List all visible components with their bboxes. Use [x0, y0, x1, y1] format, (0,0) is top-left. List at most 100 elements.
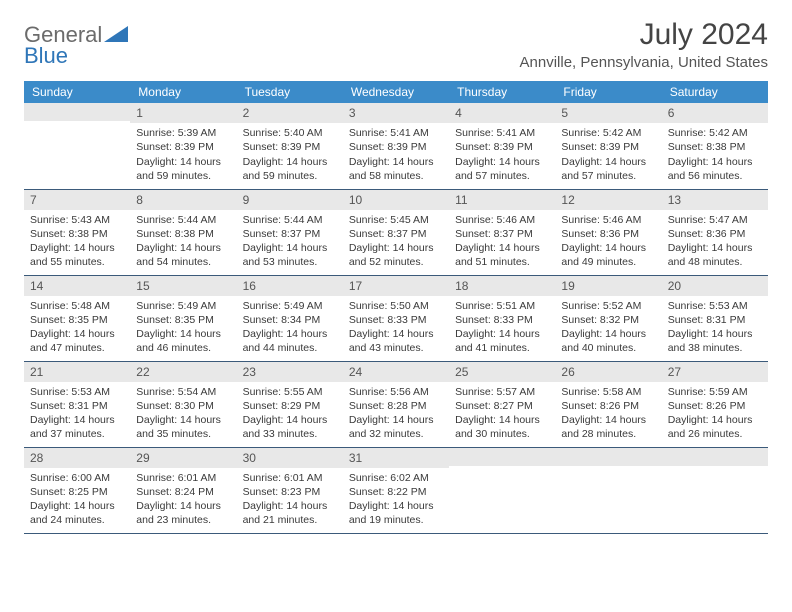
calendar-week-row: 1Sunrise: 5:39 AMSunset: 8:39 PMDaylight…	[24, 103, 768, 189]
sunrise-text: Sunrise: 5:46 AM	[561, 213, 655, 227]
day-number: 4	[449, 103, 555, 123]
day-content: Sunrise: 6:01 AMSunset: 8:24 PMDaylight:…	[130, 468, 236, 532]
day-header: Saturday	[662, 81, 768, 103]
daylight-text: Daylight: 14 hours and 51 minutes.	[455, 241, 549, 269]
sunset-text: Sunset: 8:22 PM	[349, 485, 443, 499]
day-content: Sunrise: 5:54 AMSunset: 8:30 PMDaylight:…	[130, 382, 236, 446]
logo-triangle-icon	[104, 24, 128, 49]
month-title: July 2024	[520, 18, 768, 52]
calendar-day-cell: 3Sunrise: 5:41 AMSunset: 8:39 PMDaylight…	[343, 103, 449, 189]
sunset-text: Sunset: 8:35 PM	[30, 313, 124, 327]
calendar-day-cell: 23Sunrise: 5:55 AMSunset: 8:29 PMDayligh…	[237, 361, 343, 447]
logo: General Blue	[24, 18, 128, 67]
daylight-text: Daylight: 14 hours and 24 minutes.	[30, 499, 124, 527]
calendar-day-cell	[555, 447, 661, 533]
day-content: Sunrise: 5:51 AMSunset: 8:33 PMDaylight:…	[449, 296, 555, 360]
day-number: 31	[343, 448, 449, 468]
calendar-day-cell: 25Sunrise: 5:57 AMSunset: 8:27 PMDayligh…	[449, 361, 555, 447]
sunrise-text: Sunrise: 5:43 AM	[30, 213, 124, 227]
calendar-day-cell: 20Sunrise: 5:53 AMSunset: 8:31 PMDayligh…	[662, 275, 768, 361]
day-content: Sunrise: 6:01 AMSunset: 8:23 PMDaylight:…	[237, 468, 343, 532]
calendar-day-cell: 15Sunrise: 5:49 AMSunset: 8:35 PMDayligh…	[130, 275, 236, 361]
sunset-text: Sunset: 8:38 PM	[136, 227, 230, 241]
sunrise-text: Sunrise: 5:46 AM	[455, 213, 549, 227]
day-content: Sunrise: 5:55 AMSunset: 8:29 PMDaylight:…	[237, 382, 343, 446]
day-number: 13	[662, 190, 768, 210]
day-number: 8	[130, 190, 236, 210]
calendar-day-cell: 19Sunrise: 5:52 AMSunset: 8:32 PMDayligh…	[555, 275, 661, 361]
sunrise-text: Sunrise: 5:52 AM	[561, 299, 655, 313]
day-content: Sunrise: 5:40 AMSunset: 8:39 PMDaylight:…	[237, 123, 343, 187]
day-number: 27	[662, 362, 768, 382]
day-number: 18	[449, 276, 555, 296]
calendar-day-cell: 5Sunrise: 5:42 AMSunset: 8:39 PMDaylight…	[555, 103, 661, 189]
day-number: 15	[130, 276, 236, 296]
day-content: Sunrise: 5:53 AMSunset: 8:31 PMDaylight:…	[662, 296, 768, 360]
sunset-text: Sunset: 8:36 PM	[561, 227, 655, 241]
sunset-text: Sunset: 8:23 PM	[243, 485, 337, 499]
day-content: Sunrise: 5:48 AMSunset: 8:35 PMDaylight:…	[24, 296, 130, 360]
day-header: Sunday	[24, 81, 130, 103]
calendar-week-row: 7Sunrise: 5:43 AMSunset: 8:38 PMDaylight…	[24, 189, 768, 275]
daylight-text: Daylight: 14 hours and 26 minutes.	[668, 413, 762, 441]
calendar-day-cell: 30Sunrise: 6:01 AMSunset: 8:23 PMDayligh…	[237, 447, 343, 533]
daylight-text: Daylight: 14 hours and 44 minutes.	[243, 327, 337, 355]
day-number: 9	[237, 190, 343, 210]
calendar-day-cell: 22Sunrise: 5:54 AMSunset: 8:30 PMDayligh…	[130, 361, 236, 447]
day-number: 20	[662, 276, 768, 296]
day-number: 11	[449, 190, 555, 210]
day-header: Friday	[555, 81, 661, 103]
sunset-text: Sunset: 8:27 PM	[455, 399, 549, 413]
sunrise-text: Sunrise: 5:41 AM	[455, 126, 549, 140]
day-content	[555, 466, 661, 473]
logo-text: General Blue	[24, 24, 102, 67]
day-number: 6	[662, 103, 768, 123]
calendar-week-row: 14Sunrise: 5:48 AMSunset: 8:35 PMDayligh…	[24, 275, 768, 361]
day-content: Sunrise: 5:41 AMSunset: 8:39 PMDaylight:…	[343, 123, 449, 187]
sunset-text: Sunset: 8:32 PM	[561, 313, 655, 327]
day-number: 29	[130, 448, 236, 468]
header: General Blue July 2024 Annville, Pennsyl…	[24, 18, 768, 71]
daylight-text: Daylight: 14 hours and 38 minutes.	[668, 327, 762, 355]
day-content	[24, 121, 130, 128]
sunset-text: Sunset: 8:39 PM	[561, 140, 655, 154]
day-number: 2	[237, 103, 343, 123]
sunrise-text: Sunrise: 6:02 AM	[349, 471, 443, 485]
calendar-day-cell: 8Sunrise: 5:44 AMSunset: 8:38 PMDaylight…	[130, 189, 236, 275]
daylight-text: Daylight: 14 hours and 32 minutes.	[349, 413, 443, 441]
day-content: Sunrise: 5:45 AMSunset: 8:37 PMDaylight:…	[343, 210, 449, 274]
sunset-text: Sunset: 8:39 PM	[455, 140, 549, 154]
calendar-day-cell: 10Sunrise: 5:45 AMSunset: 8:37 PMDayligh…	[343, 189, 449, 275]
sunset-text: Sunset: 8:38 PM	[30, 227, 124, 241]
sunset-text: Sunset: 8:39 PM	[349, 140, 443, 154]
sunset-text: Sunset: 8:26 PM	[668, 399, 762, 413]
sunset-text: Sunset: 8:39 PM	[243, 140, 337, 154]
day-content: Sunrise: 5:42 AMSunset: 8:38 PMDaylight:…	[662, 123, 768, 187]
day-content: Sunrise: 5:46 AMSunset: 8:37 PMDaylight:…	[449, 210, 555, 274]
daylight-text: Daylight: 14 hours and 28 minutes.	[561, 413, 655, 441]
sunrise-text: Sunrise: 5:44 AM	[243, 213, 337, 227]
day-content: Sunrise: 5:53 AMSunset: 8:31 PMDaylight:…	[24, 382, 130, 446]
calendar-week-row: 21Sunrise: 5:53 AMSunset: 8:31 PMDayligh…	[24, 361, 768, 447]
day-content: Sunrise: 5:49 AMSunset: 8:34 PMDaylight:…	[237, 296, 343, 360]
daylight-text: Daylight: 14 hours and 58 minutes.	[349, 155, 443, 183]
day-content: Sunrise: 5:39 AMSunset: 8:39 PMDaylight:…	[130, 123, 236, 187]
sunrise-text: Sunrise: 6:01 AM	[136, 471, 230, 485]
day-content: Sunrise: 5:59 AMSunset: 8:26 PMDaylight:…	[662, 382, 768, 446]
day-header: Monday	[130, 81, 236, 103]
day-number: 3	[343, 103, 449, 123]
sunset-text: Sunset: 8:35 PM	[136, 313, 230, 327]
sunrise-text: Sunrise: 6:01 AM	[243, 471, 337, 485]
day-number: 21	[24, 362, 130, 382]
day-content: Sunrise: 5:47 AMSunset: 8:36 PMDaylight:…	[662, 210, 768, 274]
calendar-day-cell: 7Sunrise: 5:43 AMSunset: 8:38 PMDaylight…	[24, 189, 130, 275]
calendar-day-cell	[24, 103, 130, 189]
sunset-text: Sunset: 8:37 PM	[455, 227, 549, 241]
sunrise-text: Sunrise: 5:50 AM	[349, 299, 443, 313]
location-text: Annville, Pennsylvania, United States	[520, 54, 768, 71]
day-content: Sunrise: 5:58 AMSunset: 8:26 PMDaylight:…	[555, 382, 661, 446]
day-number: 26	[555, 362, 661, 382]
daylight-text: Daylight: 14 hours and 23 minutes.	[136, 499, 230, 527]
day-header: Tuesday	[237, 81, 343, 103]
sunrise-text: Sunrise: 5:58 AM	[561, 385, 655, 399]
